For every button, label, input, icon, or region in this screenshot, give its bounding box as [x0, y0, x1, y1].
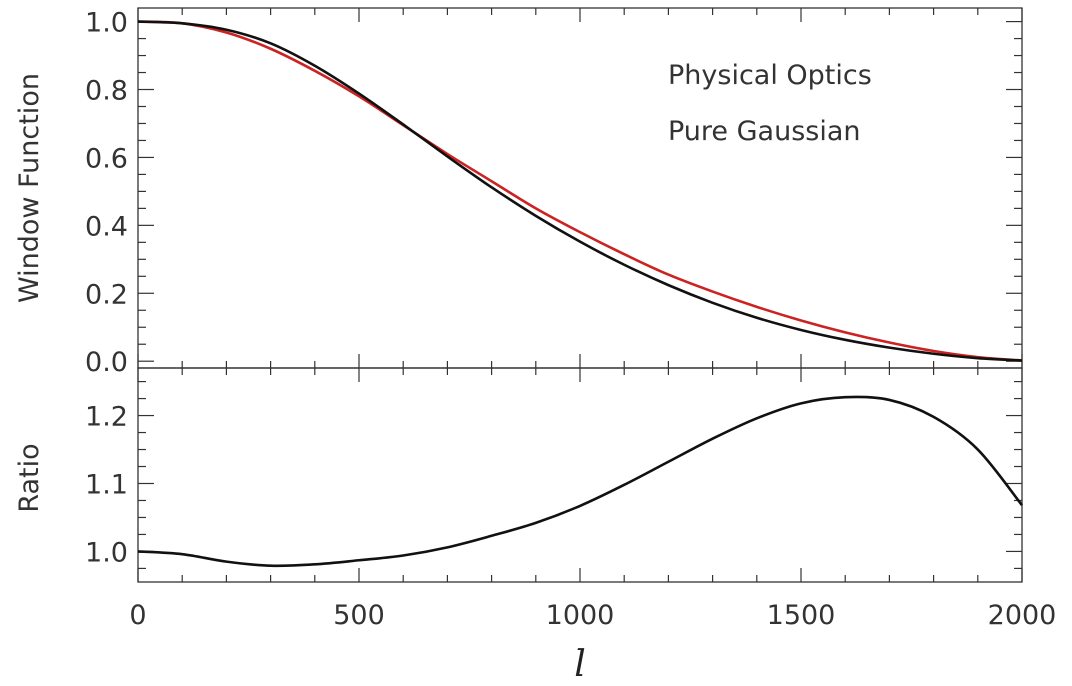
ratio-panel: 1.0 1.1 1.2 0 500 1000 1500 2000: [85, 367, 1057, 631]
series-line-ratio: [137, 395, 1024, 568]
top-y-tick-label: 1.0: [85, 8, 128, 39]
x-tick-label: 2000: [988, 600, 1057, 631]
top-y-tick-label: 0.2: [85, 279, 128, 310]
bottom-y-axis-label: Ratio: [14, 443, 45, 512]
x-tick-label: 0: [129, 600, 146, 631]
top-y-tick-label: 0.0: [85, 347, 128, 378]
bottom-y-tick-label: 1.2: [85, 402, 128, 433]
bottom-y-tick-label: 1.1: [85, 469, 128, 500]
top-y-tick-label: 0.8: [85, 76, 128, 107]
legend-entry-pure-gaussian: Pure Gaussian: [668, 116, 861, 147]
series-line-pure-gaussian: [137, 20, 1023, 362]
x-tick-label: 1500: [767, 600, 836, 631]
x-tick-label: 1000: [546, 600, 615, 631]
legend-entry-physical-optics: Physical Optics: [668, 60, 872, 91]
series-line-physical-optics: [137, 20, 1023, 362]
bottom-y-tick-label: 1.0: [85, 537, 128, 568]
top-y-axis-label: Window Function: [14, 73, 45, 303]
x-axis-label: l: [574, 644, 586, 685]
x-tick-label: 500: [333, 600, 385, 631]
top-plot-frame: [137, 7, 1023, 369]
top-y-tick-label: 0.6: [85, 143, 128, 174]
top-y-tick-label: 0.4: [85, 211, 128, 242]
window-function-panel: 0.0 0.2 0.4 0.6 0.8 1.0: [85, 7, 1023, 378]
